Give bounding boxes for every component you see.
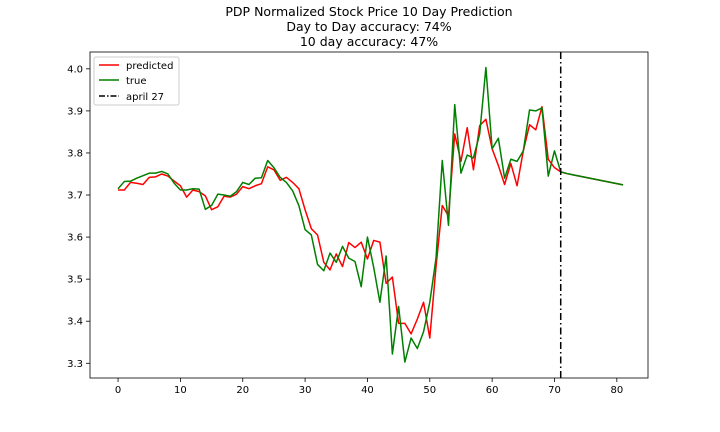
x-tick-label: 10 xyxy=(174,385,187,396)
legend-label-april-27: april 27 xyxy=(126,92,164,103)
series-line-true xyxy=(117,66,624,363)
series-line-predicted xyxy=(118,105,624,339)
legend: predicted true april 27 xyxy=(93,56,180,106)
legend-box xyxy=(93,56,180,106)
x-tick-label: 80 xyxy=(610,385,623,396)
axes-frame xyxy=(89,51,649,379)
chart-title-line-1: PDP Normalized Stock Price 10 Day Predic… xyxy=(225,4,512,19)
x-tick-label: 60 xyxy=(486,385,499,396)
y-tick-label: 3.4 xyxy=(67,317,83,328)
y-tick-label: 3.6 xyxy=(67,233,83,244)
x-tick-label: 0 xyxy=(115,385,121,396)
x-tick-label: 20 xyxy=(236,385,249,396)
x-axis: 0 10 20 30 40 50 60 70 80 xyxy=(115,378,623,396)
chart-subtitle-10day-accuracy: 10 day accuracy: 47% xyxy=(300,34,438,49)
legend-label-true: true xyxy=(126,76,147,87)
y-tick-label: 3.3 xyxy=(67,359,83,370)
y-tick-label: 3.7 xyxy=(67,191,83,202)
y-axis: 3.3 3.4 3.5 3.6 3.7 3.8 3.9 4.0 xyxy=(67,64,90,370)
y-tick-label: 3.8 xyxy=(67,148,83,159)
plot-area xyxy=(117,52,624,378)
legend-label-predicted: predicted xyxy=(126,61,173,72)
axes-border xyxy=(89,51,649,379)
x-tick-label: 30 xyxy=(299,385,312,396)
chart-subtitle-day-accuracy: Day to Day accuracy: 74% xyxy=(286,19,451,34)
x-tick-label: 40 xyxy=(361,385,374,396)
y-tick-label: 3.9 xyxy=(67,106,83,117)
x-tick-label: 70 xyxy=(548,385,561,396)
chart-title: PDP Normalized Stock Price 10 Day Predic… xyxy=(225,4,512,49)
y-tick-label: 3.5 xyxy=(67,275,83,286)
x-tick-label: 50 xyxy=(423,385,436,396)
y-tick-label: 4.0 xyxy=(67,64,83,75)
